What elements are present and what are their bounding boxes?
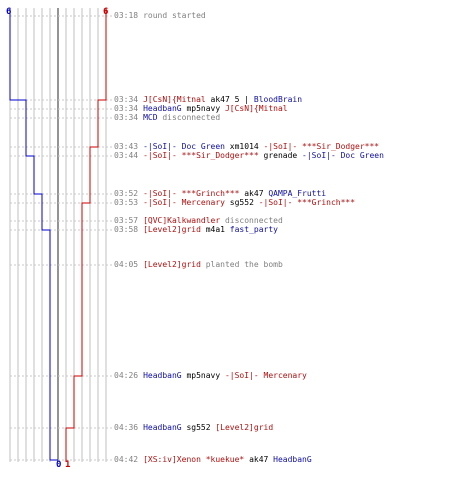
- log-row: 03:44 -|SoI|- ***Sir_Dodger*** grenade -|…: [114, 151, 384, 161]
- log-timestamp: 03:57: [114, 216, 139, 225]
- log-row: 03:52 -|SoI|- ***Grinch*** ak47 QAMPA_Fru…: [114, 189, 326, 199]
- log-text: -|SoI|- ***Grinch***: [258, 198, 356, 207]
- log-timestamp: 04:26: [114, 371, 139, 380]
- log-row: 04:05 [Level2]grid planted the bomb: [114, 260, 283, 270]
- log-row: 03:53 -|SoI|- Mercenary sg552 -|SoI|- ***…: [114, 198, 355, 208]
- log-timestamp: 03:52: [114, 189, 139, 198]
- log-text: HeadbanG: [143, 423, 182, 432]
- player-count-timeline: 6 6 0 1: [6, 7, 112, 470]
- log-text: -|SoI|- ***Sir_Dodger***: [143, 151, 259, 160]
- blue-team-count-line: [9, 8, 58, 461]
- log-timestamp: 03:34: [114, 113, 139, 122]
- log-timestamp: 03:34: [114, 104, 139, 113]
- log-text: [QVC]Kalkwandler: [143, 216, 221, 225]
- log-text: [Level2]grid: [143, 225, 201, 234]
- log-text: QAMPA_Frutti: [268, 189, 327, 198]
- log-text: planted the bomb: [200, 260, 283, 269]
- log-text: J[CsN]{Mitnal: [143, 95, 206, 104]
- log-text: round started: [143, 11, 206, 20]
- log-text: -|SoI|- Doc Green: [302, 151, 384, 160]
- log-weapon: xm1014: [224, 142, 264, 151]
- log-weapon: sg552: [181, 423, 216, 432]
- log-text: fast_party: [229, 225, 278, 234]
- log-text: HeadbanG: [273, 455, 312, 464]
- log-weapon: ak47 5 |: [205, 95, 254, 104]
- log-text: -|SoI|- Mercenary: [143, 198, 225, 207]
- log-timestamp: 04:05: [114, 260, 139, 269]
- log-row: 03:34 J[CsN]{Mitnal ak47 5 | BloodBrain: [114, 95, 302, 105]
- log-row: 03:57 [QVC]Kalkwandler disconnected: [114, 216, 283, 226]
- log-text: disconnected: [220, 216, 283, 225]
- log-weapon: m4a1: [200, 225, 230, 234]
- log-row: 04:42 [XS:iv]Xenon *kuekue* ak47 HeadbanG: [114, 455, 312, 465]
- log-weapon: mp5navy: [181, 104, 225, 113]
- log-timestamp: 04:42: [114, 455, 139, 464]
- log-timestamp: 04:36: [114, 423, 139, 432]
- log-weapon: mp5navy: [181, 371, 225, 380]
- event-marker-lines: [10, 15, 112, 461]
- log-row: 03:58 [Level2]grid m4a1 fast_party: [114, 225, 278, 235]
- blue-team-end-count: 0: [56, 460, 61, 470]
- log-timestamp: 03:58: [114, 225, 139, 234]
- timeline-grid: [9, 8, 107, 462]
- log-row: 03:34 MCD disconnected: [114, 113, 220, 123]
- log-text: HeadbanG: [143, 104, 182, 113]
- log-text: HeadbanG: [143, 371, 182, 380]
- log-text: BloodBrain: [253, 95, 303, 104]
- log-timestamp: 03:53: [114, 198, 139, 207]
- log-row: 03:43 -|SoI|- Doc Green xm1014 -|SoI|- **…: [114, 142, 379, 152]
- red-team-count-line: [65, 8, 107, 462]
- red-team-start-count: 6: [103, 7, 108, 17]
- log-row: 03:18 round started: [114, 11, 206, 21]
- log-text: [Level2]grid: [215, 423, 274, 432]
- log-weapon: ak47: [239, 189, 269, 198]
- log-row: 03:34 HeadbanG mp5navy J[CsN]{Mitnal: [114, 104, 288, 114]
- blue-team-start-count: 6: [6, 7, 11, 17]
- log-timestamp: 03:18: [114, 11, 139, 20]
- log-row: 04:26 HeadbanG mp5navy -|SoI|- Mercenary: [114, 371, 307, 381]
- log-weapon: ak47: [244, 455, 274, 464]
- log-text: -|SoI|- Doc Green: [143, 142, 225, 151]
- log-timestamp: 03:44: [114, 151, 139, 160]
- log-timestamp: 03:43: [114, 142, 139, 151]
- log-weapon: sg552: [224, 198, 259, 207]
- log-text: [Level2]grid: [143, 260, 201, 269]
- log-row: 04:36 HeadbanG sg552 [Level2]grid: [114, 423, 273, 433]
- log-text: [XS:iv]Xenon *kuekue*: [143, 455, 245, 464]
- log-text: -|SoI|- ***Sir_Dodger***: [263, 142, 380, 151]
- log-text: -|SoI|- Mercenary: [224, 371, 307, 380]
- log-weapon: grenade: [258, 151, 303, 160]
- log-text: -|SoI|- ***Grinch***: [143, 189, 240, 198]
- red-team-end-count: 1: [65, 460, 70, 470]
- log-text: MCD: [143, 113, 158, 122]
- log-text: J[CsN]{Mitnal: [224, 104, 288, 113]
- log-text: disconnected: [157, 113, 221, 122]
- log-timestamp: 03:34: [114, 95, 139, 104]
